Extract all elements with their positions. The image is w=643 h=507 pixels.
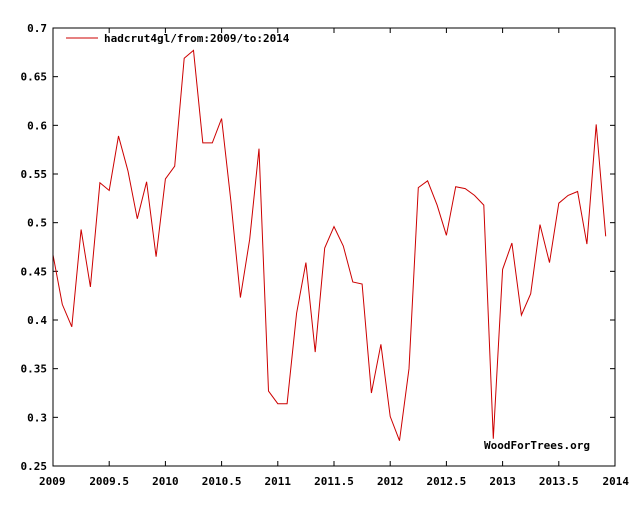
plot-area xyxy=(52,49,607,441)
x-axis: 2009 2009.5 2010 2010.5 2011 2011.5 2012 2012.5… xyxy=(39,28,629,488)
x-tick-label: 2012.5 xyxy=(427,475,467,488)
y-tick-label: 0.3 xyxy=(27,411,47,424)
legend: hadcrut4gl/from:2009/to:2014 xyxy=(66,32,290,45)
x-tick-label: 2012 xyxy=(377,475,404,488)
y-tick-label: 0.5 xyxy=(27,217,47,230)
x-tick-label: 2010.5 xyxy=(202,475,242,488)
y-tick-label: 0.65 xyxy=(21,71,48,84)
x-tick-label: 2010 xyxy=(152,475,179,488)
y-tick-label: 0.45 xyxy=(21,265,48,278)
y-tick-label: 0.35 xyxy=(21,363,48,376)
legend-label: hadcrut4gl/from:2009/to:2014 xyxy=(104,32,290,45)
x-tick-label: 2009 xyxy=(39,475,66,488)
x-tick-label: 2014 xyxy=(603,475,630,488)
x-tick-label: 2013 xyxy=(489,475,516,488)
x-tick-label: 2011 xyxy=(265,475,292,488)
y-tick-label: 0.4 xyxy=(27,314,47,327)
plot-frame xyxy=(52,27,616,467)
x-tick-label: 2009.5 xyxy=(89,475,129,488)
y-tick-label: 0.6 xyxy=(27,119,47,132)
x-tick-label: 2011.5 xyxy=(314,475,354,488)
watermark: WoodForTrees.org xyxy=(484,439,590,452)
y-axis: 0.25 0.3 0.35 0.4 0.45 0.5 0.55 0.6 0.65 0.7 xyxy=(21,22,615,473)
y-tick-label: 0.7 xyxy=(27,22,47,35)
x-tick-label: 2013.5 xyxy=(539,475,579,488)
y-tick-label: 0.25 xyxy=(21,460,48,473)
series-line-0 xyxy=(52,49,607,441)
y-tick-label: 0.55 xyxy=(21,168,48,181)
